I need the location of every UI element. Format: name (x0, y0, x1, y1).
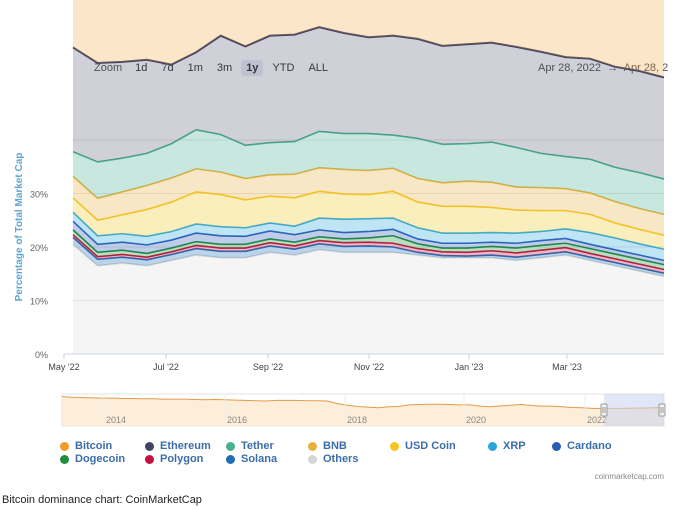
arrow-icon: → (607, 62, 619, 74)
legend-label: Polygon (160, 453, 204, 465)
zoom-3m-button[interactable]: 3m (216, 62, 233, 74)
legend-label: Tether (241, 440, 274, 452)
legend-dot-icon (552, 441, 561, 451)
legend-item-others[interactable]: Others (308, 453, 358, 465)
legend: Bitcoin Ethereum Tether BNB USD Coin XRP Carda… (60, 440, 660, 470)
legend-label: Others (323, 453, 359, 465)
series-area-xrp (73, 212, 664, 261)
zoom-label: Zoom (94, 62, 123, 74)
series-line-tether (72, 128, 665, 180)
series-line-bnb (72, 167, 665, 216)
legend-label: Bitcoin (75, 440, 113, 452)
legend-item-xrp[interactable]: XRP (488, 440, 526, 452)
chart-svg: 0% 10% 20% 30% Percentage of Total Market Ca… (14, 0, 666, 427)
y-tick-label: 20% (30, 243, 48, 253)
legend-item-dogecoin[interactable]: Dogecoin (60, 453, 125, 465)
series-area-others (73, 244, 664, 354)
navigator-area (62, 396, 664, 426)
legend-label: Cardano (567, 440, 612, 452)
navigator-handle[interactable] (600, 403, 608, 417)
series-area-solana (73, 237, 664, 277)
legend-dot-icon (60, 454, 69, 464)
x-tick-label: Jan '23 (455, 362, 484, 372)
series-area-tether (73, 129, 664, 215)
legend-dot-icon (226, 454, 235, 464)
zoom-1d-button[interactable]: 1d (135, 62, 148, 74)
series-area-bitcoin (73, 0, 664, 78)
legend-item-usd-coin[interactable]: USD Coin (390, 440, 456, 452)
legend-dot-icon (488, 441, 497, 451)
series-area-usd-coin (73, 191, 664, 250)
x-tick-label: Jul '22 (153, 362, 179, 372)
series-line-polygon (72, 234, 665, 271)
x-tick-label: May '22 (48, 362, 79, 372)
legend-label: XRP (503, 440, 526, 452)
navigator-line (61, 396, 665, 409)
legend-dot-icon (390, 441, 399, 451)
y-tick-label: 0% (35, 350, 48, 360)
legend-dot-icon (60, 441, 69, 451)
legend-dot-icon (145, 454, 154, 464)
source-credit: coinmarketcap.com (594, 472, 664, 481)
legend-label: USD Coin (405, 440, 456, 452)
navigator-tick-label: 2020 (466, 415, 486, 425)
series-line-others (72, 243, 665, 278)
legend-dot-icon (308, 441, 317, 451)
series-line-usd-coin (72, 190, 665, 237)
navigator-tick-label: 2014 (106, 415, 126, 425)
legend-dot-icon (308, 454, 317, 464)
series-area-cardano (73, 221, 664, 265)
series-line-solana (72, 236, 665, 274)
legend-item-bnb[interactable]: BNB (308, 440, 347, 452)
navigator-tick-label: 2018 (347, 415, 367, 425)
zoom-ytd-button[interactable]: YTD (272, 62, 295, 74)
series-line-ethereum (72, 26, 665, 79)
series-area-bnb (73, 167, 664, 236)
navigator-tick-label: 2016 (227, 415, 247, 425)
x-tick-label: Mar '23 (552, 362, 582, 372)
series-line-xrp (72, 211, 665, 250)
legend-label: Dogecoin (75, 453, 126, 465)
legend-item-polygon[interactable]: Polygon (145, 453, 203, 465)
zoom-1m-button[interactable]: 1m (187, 62, 203, 74)
legend-dot-icon (226, 441, 235, 451)
legend-label: BNB (323, 440, 347, 452)
navigator-tick-label: 2022 (587, 415, 607, 425)
x-tick-label: Sep '22 (253, 362, 283, 372)
legend-item-tether[interactable]: Tether (226, 440, 274, 452)
date-range-from[interactable]: Apr 28, 2022 (538, 62, 601, 74)
navigator-selection[interactable] (604, 394, 664, 426)
legend-item-cardano[interactable]: Cardano (552, 440, 612, 452)
legend-dot-icon (145, 441, 154, 451)
zoom-1y-button[interactable]: 1y (241, 60, 264, 76)
legend-label: Solana (241, 453, 278, 465)
x-tick-label: Nov '22 (354, 362, 384, 372)
caption: Bitcoin dominance chart: CoinMarketCap (2, 494, 202, 506)
y-tick-label: 30% (30, 190, 48, 200)
legend-item-ethereum[interactable]: Ethereum (145, 440, 211, 452)
y-axis-label: Percentage of Total Market Cap (14, 153, 25, 302)
series-line-dogecoin (72, 229, 665, 266)
y-tick-label: 10% (30, 297, 48, 307)
legend-label: Ethereum (160, 440, 211, 452)
navigator-handle[interactable] (658, 403, 666, 417)
legend-item-solana[interactable]: Solana (226, 453, 277, 465)
zoom-all-button[interactable]: ALL (308, 62, 329, 74)
series-area-dogecoin (73, 229, 664, 270)
legend-item-bitcoin[interactable]: Bitcoin (60, 440, 112, 452)
series-area-ethereum (73, 27, 664, 180)
series-line-cardano (72, 220, 665, 262)
zoom-bar: Zoom 1d 7d 1m 3m 1y YTD ALL (94, 60, 333, 76)
